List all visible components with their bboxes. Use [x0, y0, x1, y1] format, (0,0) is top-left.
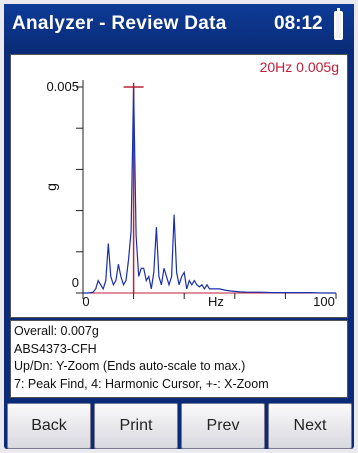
x-ticks: [82, 293, 337, 299]
clock: 08:12: [274, 13, 323, 34]
print-button[interactable]: Print: [94, 403, 178, 449]
next-button[interactable]: Next: [268, 403, 352, 449]
hint-line-1: Up/Dn: Y-Zoom (Ends auto-scale to max.): [14, 359, 246, 373]
x-axis-label: Hz: [208, 294, 224, 309]
title-bar: Analyzer - Review Data 08:12: [4, 4, 354, 50]
y-axis-label: g: [43, 183, 59, 191]
battery-icon: [334, 8, 343, 40]
x-tick-label-max: 100: [313, 294, 335, 309]
softkey-bar: Back Print Prev Next: [4, 403, 354, 449]
measurement-id: ABS4373-CFH: [14, 341, 97, 356]
y-tick-label-max: 0.005: [46, 79, 79, 94]
overall-value: Overall: 0.007g: [14, 324, 99, 338]
cursor-readout: 20Hz 0.005g: [259, 59, 339, 75]
hint-line-2: 7: Peak Find, 4: Harmonic Cursor, +-: X-…: [14, 376, 269, 391]
spectrum-trace: [83, 86, 336, 294]
prev-button[interactable]: Prev: [181, 403, 265, 449]
y-ticks: [76, 86, 83, 294]
device-screen: Analyzer - Review Data 08:12 20Hz 0.005g…: [4, 4, 354, 449]
info-panel: Overall: 0.007g ABS4373-CFH Up/Dn: Y-Zoo…: [10, 320, 348, 398]
screen-title: Analyzer - Review Data: [12, 13, 227, 34]
y-tick-label-min: 0: [72, 275, 79, 290]
x-tick-label-min: 0: [82, 294, 89, 309]
spectrum-chart[interactable]: 0.005 0 g 0 100 Hz: [11, 55, 347, 317]
spectrum-chart-panel[interactable]: 20Hz 0.005g 0.005 0 g 0 100 Hz: [10, 54, 348, 318]
back-button[interactable]: Back: [7, 403, 91, 449]
